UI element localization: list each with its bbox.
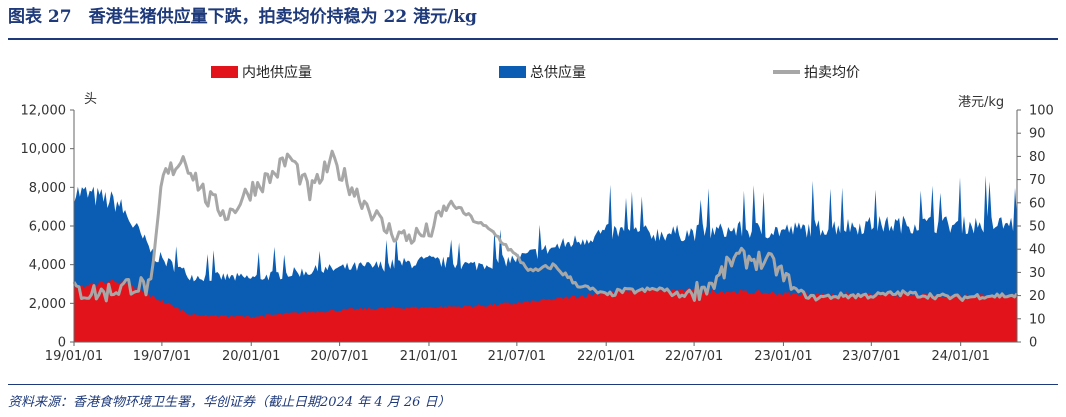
- y-right-tick-label: 10: [1029, 312, 1046, 327]
- y-left-tick-label: 12,000: [21, 104, 67, 119]
- source-rule: [8, 384, 1058, 385]
- x-tick-label: 19/07/01: [133, 349, 191, 364]
- y-right-tick-label: 90: [1029, 127, 1046, 142]
- y-left-tick-label: 6,000: [29, 220, 66, 235]
- source-note: 资料来源：香港食物环境卫生署，华创证券（截止日期2024 年 4 月 26 日）: [8, 395, 451, 410]
- x-tick-label: 21/01/01: [400, 349, 458, 364]
- y-left-tick-label: 0: [58, 336, 66, 351]
- y-left-tick-label: 4,000: [29, 258, 66, 273]
- y-right-tick-label: 0: [1029, 336, 1037, 351]
- legend-label: 内地供应量: [242, 64, 312, 81]
- legend-label: 总供应量: [530, 64, 586, 81]
- x-tick-label: 24/01/01: [931, 349, 989, 364]
- mainland-supply-area: [74, 279, 1017, 342]
- x-tick-label: 23/07/01: [842, 349, 900, 364]
- y-left-tick-label: 10,000: [21, 142, 67, 157]
- y-left-tick-label: 2,000: [29, 297, 66, 312]
- x-tick-label: 20/01/01: [222, 349, 280, 364]
- legend-swatch: [211, 66, 238, 78]
- x-tick-label: 23/01/01: [754, 349, 812, 364]
- x-tick-label: 21/07/01: [488, 349, 546, 364]
- legend-swatch: [499, 66, 526, 78]
- x-tick-label: 20/07/01: [310, 349, 368, 364]
- y-right-tick-label: 80: [1029, 150, 1046, 165]
- price-line: [72, 149, 1019, 303]
- x-tick-label: 22/07/01: [665, 349, 723, 364]
- y-right-tick-label: 20: [1029, 289, 1046, 304]
- y-left-unit-label: 头: [84, 92, 97, 107]
- y-right-tick-label: 50: [1029, 220, 1046, 235]
- x-tick-label: 19/01/01: [45, 349, 103, 364]
- title-rule: [8, 38, 1058, 40]
- x-tick-label: 22/01/01: [577, 349, 635, 364]
- y-left-tick-label: 8,000: [29, 181, 66, 196]
- y-right-tick-label: 100: [1029, 104, 1054, 119]
- y-right-unit-label: 港元/kg: [958, 95, 1004, 110]
- y-right-tick-label: 60: [1029, 196, 1046, 211]
- figure-title: 图表 27 香港生猪供应量下跌，拍卖均价持稳为 22 港元/kg: [8, 7, 477, 27]
- y-right-tick-label: 70: [1029, 173, 1046, 188]
- y-right-tick-label: 40: [1029, 243, 1046, 258]
- legend-label: 拍卖均价: [804, 65, 860, 81]
- y-right-tick-label: 30: [1029, 266, 1046, 281]
